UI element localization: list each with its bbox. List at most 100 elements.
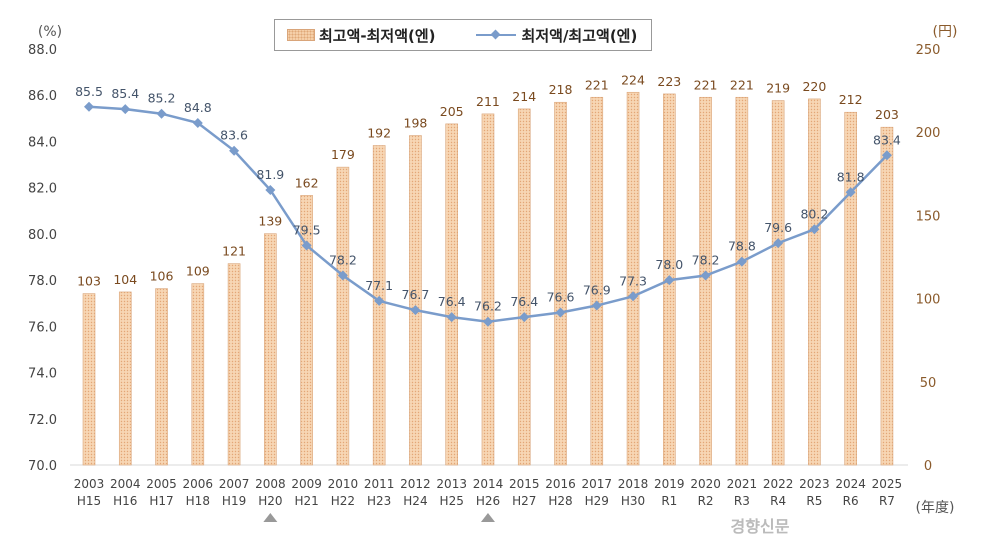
bar-data-label: 224 (621, 72, 645, 87)
line-data-label: 85.4 (111, 86, 139, 101)
bar-data-label: 104 (113, 272, 137, 287)
left-tick-label: 74.0 (28, 367, 57, 382)
x-tick-era: H20 (258, 494, 282, 508)
x-tick-year: 2016 (545, 477, 576, 491)
line-point (519, 312, 530, 323)
line-data-label: 77.1 (365, 278, 393, 293)
bar (118, 291, 132, 466)
x-tick-era: R5 (806, 494, 822, 508)
left-tick-label: 70.0 (28, 459, 57, 474)
x-tick-year: 2019 (654, 477, 685, 491)
x-tick-era: R7 (879, 494, 895, 508)
x-tick-era: R1 (661, 494, 677, 508)
bar (808, 98, 821, 466)
x-tick-year: 2007 (219, 477, 250, 491)
x-tick-year: 2010 (328, 477, 359, 491)
x-tick-year: 2008 (255, 477, 286, 491)
x-axis-unit: (年度) (916, 500, 955, 516)
bar (300, 195, 313, 466)
bar-data-label: 221 (585, 77, 609, 92)
line-point (845, 187, 856, 198)
x-tick-era: R2 (698, 494, 714, 508)
bar (191, 283, 205, 466)
line-data-label: 77.3 (619, 273, 647, 288)
line-point (482, 316, 493, 327)
line-point (301, 240, 312, 251)
line-point (628, 291, 639, 302)
bar (445, 123, 459, 466)
line-point (84, 101, 94, 112)
x-tick-year: 2003 (74, 477, 105, 491)
left-tick-label: 84.0 (28, 135, 57, 150)
line-data-label: 84.8 (184, 100, 212, 115)
bar (844, 111, 857, 466)
bar-data-label: 220 (802, 79, 826, 94)
bar (264, 233, 277, 466)
x-tick-year: 2018 (618, 477, 649, 491)
right-tick-label: 100 (916, 293, 941, 308)
triangle-marker-icon (263, 513, 278, 522)
x-tick-era: H28 (548, 494, 572, 508)
bar-data-label: 198 (404, 116, 428, 131)
x-tick-year: 2015 (509, 477, 540, 491)
line-point (809, 224, 820, 235)
bar (409, 135, 422, 466)
bar (626, 91, 640, 466)
bar-data-label: 192 (367, 126, 391, 141)
x-tick-era: H30 (621, 494, 645, 508)
left-tick-label: 76.0 (28, 320, 57, 335)
line-data-label: 76.4 (510, 294, 538, 309)
x-tick-year: 2022 (763, 477, 794, 491)
bar (82, 293, 96, 466)
x-tick-era: H15 (77, 494, 101, 508)
bar-data-label: 121 (222, 244, 246, 259)
bar-data-label: 218 (549, 82, 573, 97)
line-data-label: 83.4 (873, 132, 901, 147)
bar-data-label: 212 (839, 92, 863, 107)
x-tick-year: 2013 (436, 477, 467, 491)
x-tick-era: H25 (440, 494, 464, 508)
line-data-label: 78.2 (329, 252, 357, 267)
bar-swatch-icon (287, 29, 315, 41)
line-point (881, 150, 892, 161)
bar (155, 288, 168, 466)
x-tick-era: H29 (585, 494, 609, 508)
right-axis-unit: (円) (933, 24, 958, 40)
bar-data-label: 214 (512, 89, 536, 104)
bar-data-label: 106 (150, 269, 174, 284)
x-tick-era: R6 (843, 494, 859, 508)
bar-data-label: 221 (730, 77, 754, 92)
right-tick-label: 50 (920, 376, 937, 391)
bar (481, 113, 495, 466)
right-tick-label: 150 (916, 209, 941, 224)
x-tick-year: 2021 (727, 477, 758, 491)
bar-data-label: 211 (476, 94, 500, 109)
line-point (555, 307, 566, 318)
bar-data-label: 109 (186, 264, 210, 279)
line-data-label: 80.2 (800, 206, 828, 221)
line-data-label: 83.6 (220, 128, 248, 143)
x-tick-year: 2011 (364, 477, 395, 491)
watermark: 경향신문 (731, 517, 790, 536)
x-tick-year: 2025 (872, 477, 903, 491)
line-point (591, 300, 602, 311)
line-data-label: 85.5 (75, 84, 103, 99)
right-tick-label: 200 (916, 126, 941, 141)
legend-label-bar: 최고액-최저액(엔) (319, 26, 436, 45)
x-tick-era: H23 (367, 494, 391, 508)
x-tick-era: R4 (770, 494, 786, 508)
bar (771, 100, 785, 466)
right-tick-label: 0 (924, 459, 932, 474)
bar-data-label: 219 (766, 81, 790, 96)
x-tick-era: H18 (186, 494, 210, 508)
line-point (229, 145, 240, 156)
x-tick-year: 2006 (183, 477, 214, 491)
x-tick-era: H17 (149, 494, 173, 508)
bar (735, 96, 749, 466)
bar-data-label: 103 (77, 274, 101, 289)
line-data-label: 76.4 (438, 294, 466, 309)
x-tick-year: 2005 (146, 477, 177, 491)
bar-data-label: 221 (694, 77, 718, 92)
